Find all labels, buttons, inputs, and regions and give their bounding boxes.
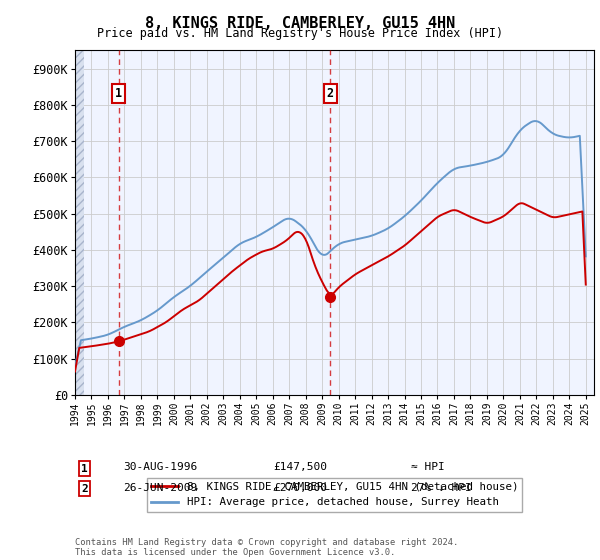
Text: 1: 1 xyxy=(81,464,88,474)
Text: £147,500: £147,500 xyxy=(273,463,327,473)
Text: 27% ↓ HPI: 27% ↓ HPI xyxy=(411,483,472,493)
Text: 8, KINGS RIDE, CAMBERLEY, GU15 4HN: 8, KINGS RIDE, CAMBERLEY, GU15 4HN xyxy=(145,16,455,31)
Legend: 8, KINGS RIDE, CAMBERLEY, GU15 4HN (detached house), HPI: Average price, detache: 8, KINGS RIDE, CAMBERLEY, GU15 4HN (deta… xyxy=(146,478,523,512)
Text: ≈ HPI: ≈ HPI xyxy=(411,463,445,473)
Bar xyxy=(75,50,84,395)
Text: Price paid vs. HM Land Registry's House Price Index (HPI): Price paid vs. HM Land Registry's House … xyxy=(97,27,503,40)
Text: 2: 2 xyxy=(326,87,334,100)
Text: 1: 1 xyxy=(115,87,122,100)
Text: Contains HM Land Registry data © Crown copyright and database right 2024.
This d: Contains HM Land Registry data © Crown c… xyxy=(75,538,458,557)
Text: £270,000: £270,000 xyxy=(273,483,327,493)
Text: 30-AUG-1996: 30-AUG-1996 xyxy=(123,463,197,473)
Text: 26-JUN-2009: 26-JUN-2009 xyxy=(123,483,197,493)
Text: 2: 2 xyxy=(81,484,88,494)
